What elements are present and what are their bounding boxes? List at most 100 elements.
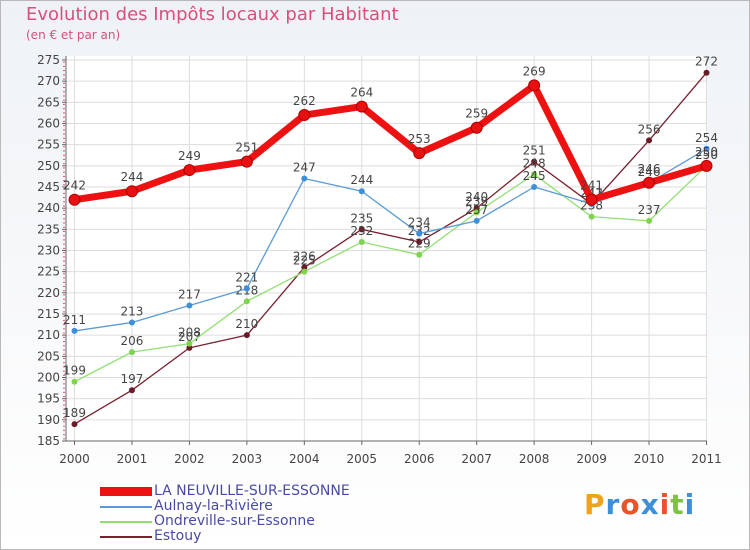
data-point-aulnay-la-rivi-re [473,217,480,224]
brand-letter: x [640,488,660,521]
y-tick-label: 250 [37,159,60,173]
data-label-aulnay-la-rivi-re: 244 [350,173,373,187]
data-point-estouy [301,264,308,271]
y-tick-label: 260 [37,117,60,131]
x-tick-label: 2006 [404,452,435,466]
series-line-ondreville-sur-essonne [73,165,708,383]
brand-letter: i [684,488,696,521]
data-label-estouy: 226 [293,249,316,263]
data-label-la-neuville-sur-essonne: 242 [63,179,86,193]
y-tick-label: 275 [37,53,60,67]
proxiti-logo: Proxiti [584,488,695,521]
x-tick-label: 2005 [346,452,377,466]
data-label-la-neuville-sur-essonne: 241 [580,179,603,193]
x-tick-label: 2004 [289,452,320,466]
data-point-ondreville-sur-essonne [646,217,653,224]
data-label-estouy: 256 [638,122,661,136]
data-label-la-neuville-sur-essonne: 249 [178,149,201,163]
data-point-la-neuville-sur-essonne [643,176,656,189]
legend-label: LA NEUVILLE-SUR-ESSONNE [154,483,350,499]
data-label-la-neuville-sur-essonne: 246 [638,162,661,176]
data-point-aulnay-la-rivi-re [416,230,423,237]
data-point-aulnay-la-rivi-re [243,285,250,292]
data-label-ondreville-sur-essonne: 248 [523,156,546,170]
data-label-aulnay-la-rivi-re: 237 [465,203,488,217]
data-label-estouy: 207 [178,330,201,344]
data-point-estouy [473,205,480,212]
data-label-la-neuville-sur-essonne: 250 [695,145,718,159]
x-tick-label: 2008 [519,452,550,466]
data-point-la-neuville-sur-essonne [585,193,598,206]
data-point-la-neuville-sur-essonne [240,155,253,168]
brand-letter: t [670,488,685,521]
data-label-ondreville-sur-essonne: 239 [465,194,488,208]
chart-title: Evolution des Impôts locaux par Habitant [26,4,399,25]
data-point-ondreville-sur-essonne [243,298,250,305]
y-tick-label: 220 [37,286,60,300]
legend-swatch [100,521,152,523]
data-point-la-neuville-sur-essonne [470,121,483,134]
data-label-estouy: 189 [63,406,86,420]
y-tick-label: 270 [37,74,60,88]
data-label-la-neuville-sur-essonne: 269 [523,64,546,78]
data-label-aulnay-la-rivi-re: 234 [408,216,431,230]
data-point-aulnay-la-rivi-re [71,327,78,334]
y-tick-label: 215 [37,307,60,321]
legend-swatch [100,536,152,538]
data-point-estouy [416,239,423,246]
data-point-aulnay-la-rivi-re [703,145,710,152]
data-point-la-neuville-sur-essonne [700,159,713,172]
data-point-estouy [128,387,135,394]
y-tick-label: 195 [37,392,60,406]
legend-swatch [100,487,152,496]
data-point-estouy [646,137,653,144]
data-point-la-neuville-sur-essonne [125,185,138,198]
legend-label: Aulnay-la-Rivière [154,498,273,514]
data-label-aulnay-la-rivi-re: 246 [638,165,661,179]
data-point-ondreville-sur-essonne [531,171,538,178]
data-point-ondreville-sur-essonne [71,378,78,385]
y-tick-label: 205 [37,349,60,363]
y-tick-label: 230 [37,244,60,258]
data-label-la-neuville-sur-essonne: 253 [408,132,431,146]
x-tick-label: 2001 [117,452,148,466]
x-tick-label: 2009 [576,452,607,466]
data-label-ondreville-sur-essonne: 229 [408,237,431,251]
data-point-la-neuville-sur-essonne [68,193,81,206]
data-label-aulnay-la-rivi-re: 247 [293,161,316,175]
data-point-estouy [243,332,250,339]
data-point-ondreville-sur-essonne [416,251,423,258]
x-tick-label: 2011 [691,452,722,466]
legend-label: Ondreville-sur-Essonne [154,513,315,529]
y-tick-label: 265 [37,95,60,109]
brand-letter: o [620,488,641,521]
data-point-la-neuville-sur-essonne [355,100,368,113]
data-point-la-neuville-sur-essonne [298,109,311,122]
data-label-la-neuville-sur-essonne: 251 [235,141,258,155]
data-point-estouy [186,344,193,351]
data-point-ondreville-sur-essonne [128,349,135,356]
data-label-la-neuville-sur-essonne: 262 [293,94,316,108]
data-label-aulnay-la-rivi-re: 211 [63,313,86,327]
data-label-ondreville-sur-essonne: 225 [293,254,316,268]
data-label-aulnay-la-rivi-re: 254 [695,131,718,145]
data-label-ondreville-sur-essonne: 206 [121,334,144,348]
data-point-estouy [531,158,538,165]
data-label-ondreville-sur-essonne: 232 [350,224,373,238]
y-tick-label: 245 [37,180,60,194]
data-label-estouy: 197 [121,372,144,386]
data-point-aulnay-la-rivi-re [128,319,135,326]
data-point-la-neuville-sur-essonne [528,79,541,92]
data-point-aulnay-la-rivi-re [531,184,538,190]
y-tick-label: 225 [37,265,60,279]
data-label-estouy: 272 [695,55,718,69]
data-point-ondreville-sur-essonne [473,209,480,216]
legend-swatch [100,506,152,508]
y-tick-label: 200 [37,371,60,385]
data-point-ondreville-sur-essonne [588,213,595,220]
data-label-la-neuville-sur-essonne: 264 [350,86,373,100]
y-tick-label: 235 [37,222,60,236]
data-label-estouy: 240 [465,190,488,204]
data-point-aulnay-la-rivi-re [301,175,308,182]
